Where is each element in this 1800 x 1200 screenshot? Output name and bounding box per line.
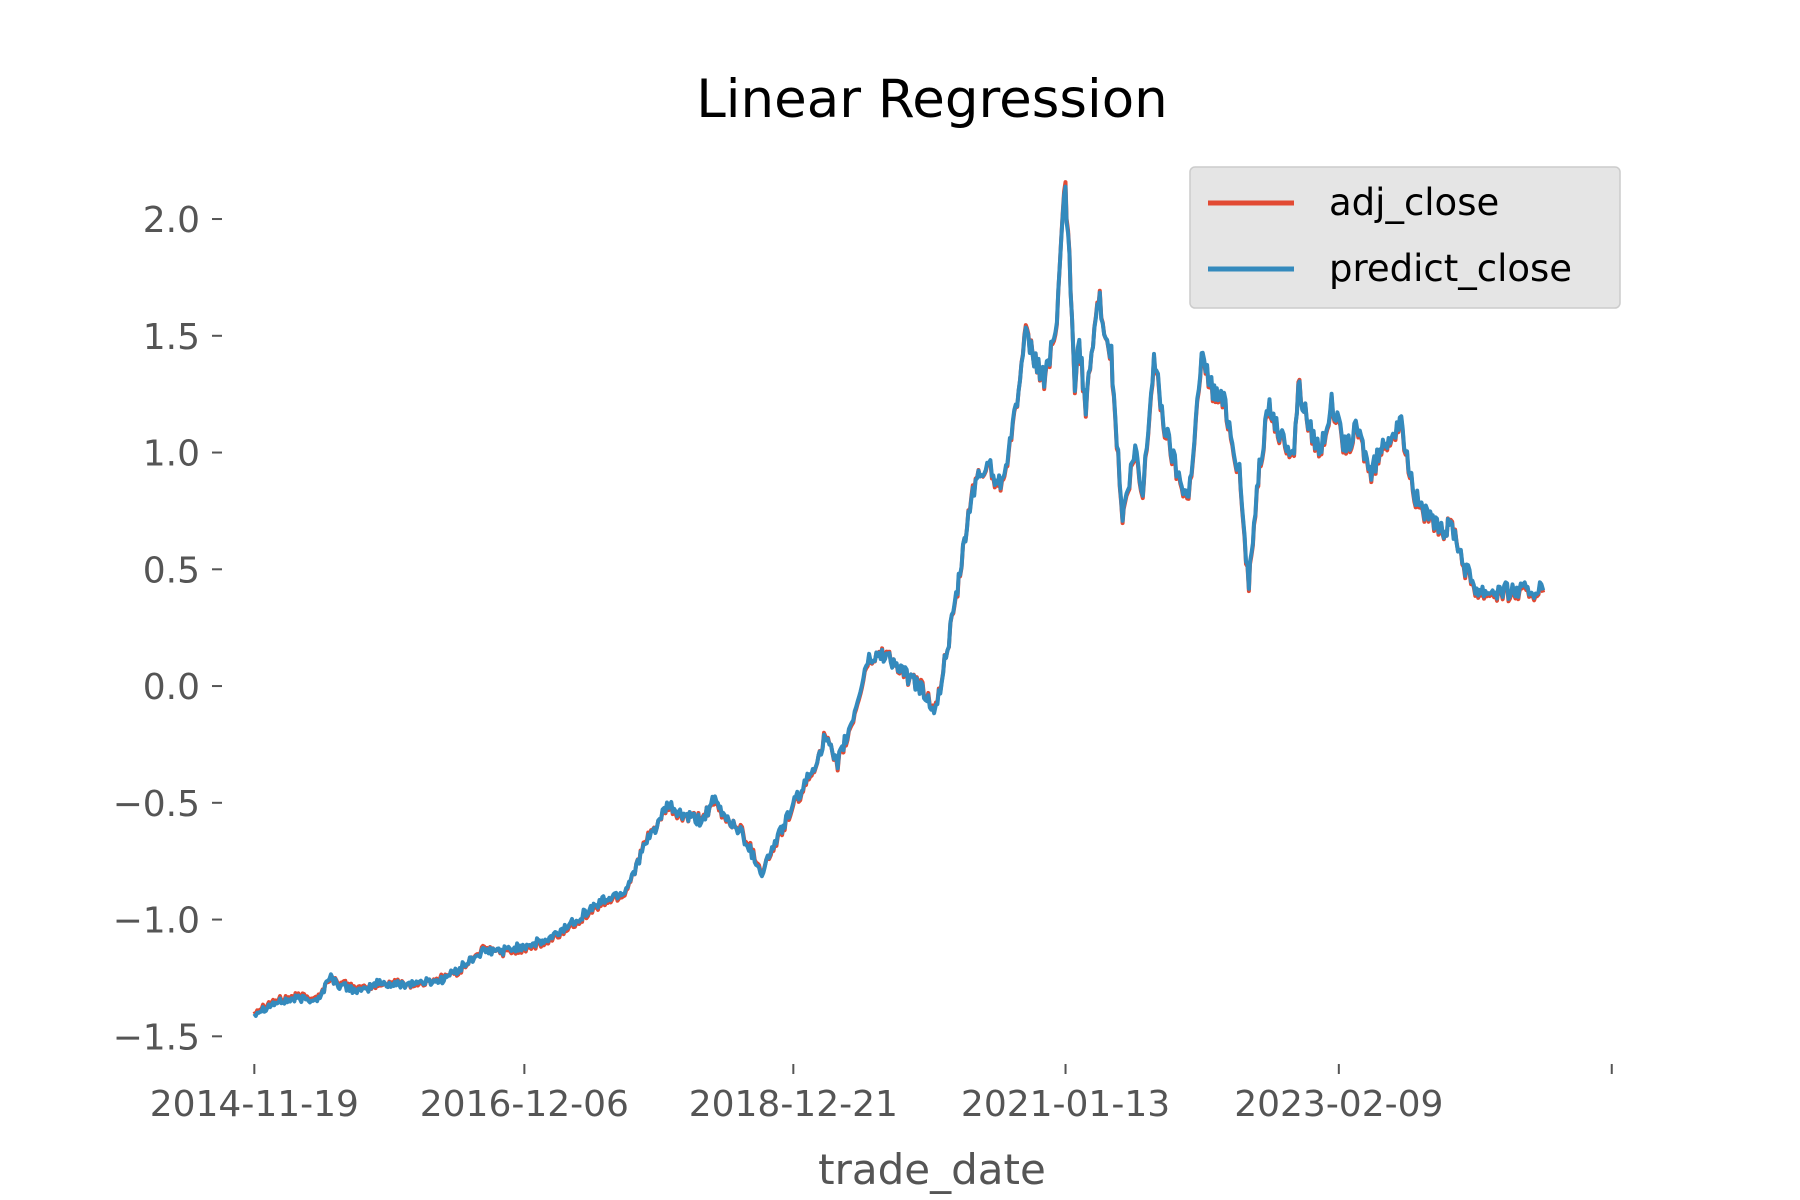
- y-tick-label: −1.5: [113, 1017, 200, 1058]
- y-tick-label: −1.0: [113, 901, 200, 942]
- legend-label: predict_close: [1329, 247, 1572, 290]
- plot-area: [252, 180, 1546, 1018]
- y-tick-label: 1.5: [143, 317, 200, 358]
- x-axis: 2014-11-19 2016-12-06 2018-12-21 2021-01-13…: [150, 1064, 1613, 1125]
- legend: adj_close predict_close: [1189, 166, 1621, 309]
- x-tick-label: 2021-01-13: [961, 1084, 1170, 1125]
- chart-title: Linear Regression: [696, 69, 1167, 130]
- legend-box: [1189, 166, 1621, 309]
- series-line-predict-close: [252, 184, 1546, 1018]
- y-tick-label: 1.0: [143, 434, 200, 475]
- x-tick-label: 2014-11-19: [150, 1084, 359, 1125]
- y-tick-label: 0.5: [143, 550, 200, 591]
- y-axis: −1.5 −1.0 −0.5 0.0 0.5 1.0 1.5 2.0: [113, 200, 222, 1058]
- y-tick-label: 2.0: [143, 200, 200, 241]
- y-tick-label: −0.5: [113, 784, 200, 825]
- x-tick-label: 2016-12-06: [420, 1084, 629, 1125]
- x-tick-label: 2018-12-21: [689, 1084, 898, 1125]
- x-axis-label: trade_date: [818, 1145, 1046, 1194]
- x-tick-label: 2023-02-09: [1234, 1084, 1443, 1125]
- legend-label: adj_close: [1329, 181, 1499, 224]
- y-tick-label: 0.0: [143, 667, 200, 708]
